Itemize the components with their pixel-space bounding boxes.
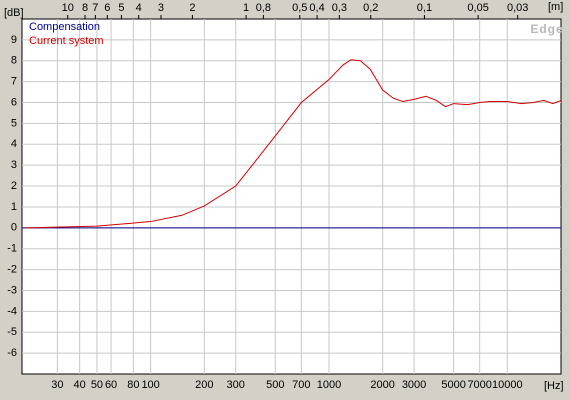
x-tick-label: 10000: [492, 379, 523, 391]
y-tick-label: -5: [7, 326, 17, 338]
y-tick-label: 2: [11, 180, 17, 192]
lines: [22, 59, 562, 229]
x-tick-label: 30: [51, 379, 63, 391]
x2-tick-label: 2: [189, 2, 195, 14]
x-unit: [Hz]: [544, 380, 564, 392]
y-tick-label: -4: [7, 305, 17, 317]
y-tick-label: 9: [11, 34, 17, 46]
x-tick-label: 500: [266, 379, 284, 391]
x-tick-label: 5000: [441, 379, 465, 391]
y-tick-label: 7: [11, 76, 17, 88]
x-tick-label: 40: [74, 379, 86, 391]
y-tick-label: -1: [7, 243, 17, 255]
x2-tick-label: 3: [158, 2, 164, 14]
x2-tick-label: 0,3: [332, 2, 347, 14]
x2-unit: [m]: [548, 1, 563, 13]
x2-tick-label: 0,8: [256, 2, 271, 14]
y-tick-label: -6: [7, 347, 17, 359]
y-unit: [dB]: [4, 7, 24, 19]
x2-tick-label: 5: [118, 2, 124, 14]
x-tick-label: 200: [195, 379, 213, 391]
x-tick-label: 1000: [317, 379, 341, 391]
x2-tick-label: 0,5: [292, 2, 307, 14]
y-tick-label: -3: [7, 284, 17, 296]
x-tick-label: 100: [141, 379, 159, 391]
x2-tick-label: 0,2: [363, 2, 378, 14]
watermark: Edge: [530, 22, 563, 36]
x-tick-label: 2000: [370, 379, 394, 391]
y-tick-label: -2: [7, 263, 17, 275]
x2-tick-label: 7: [92, 2, 98, 14]
legend-label: Current system: [29, 35, 104, 47]
legend-label: Compensation: [29, 21, 100, 33]
plot-area: [21, 18, 562, 375]
x2-tick-label: 10: [62, 2, 74, 14]
x2-tick-label: 6: [104, 2, 110, 14]
x-tick-label: 700: [292, 379, 310, 391]
y-tick-label: 4: [11, 138, 17, 150]
x-tick-label: 50: [91, 379, 103, 391]
y-tick-label: 3: [11, 159, 17, 171]
y-tick-label: 8: [11, 55, 17, 67]
x2-tick-label: 4: [136, 2, 142, 14]
x-tick-label: 60: [105, 379, 117, 391]
series-line: [25, 59, 562, 229]
x-tick-label: 80: [127, 379, 139, 391]
x-tick-label: 300: [227, 379, 245, 391]
x-tick-label: 3000: [402, 379, 426, 391]
x-tick-label: 7000: [467, 379, 491, 391]
x2-tick-label: 8: [82, 2, 88, 14]
y-tick-label: 0: [11, 222, 17, 234]
x2-tick-label: 1: [243, 2, 249, 14]
x2-tick-label: 0,05: [467, 2, 488, 14]
y-tick-label: 5: [11, 117, 17, 129]
y-tick-label: 6: [11, 96, 17, 108]
x2-tick-label: 0,03: [507, 2, 528, 14]
x2-tick-label: 0,4: [309, 2, 324, 14]
x2-tick-label: 0,1: [417, 2, 432, 14]
y-tick-label: 1: [11, 201, 17, 213]
